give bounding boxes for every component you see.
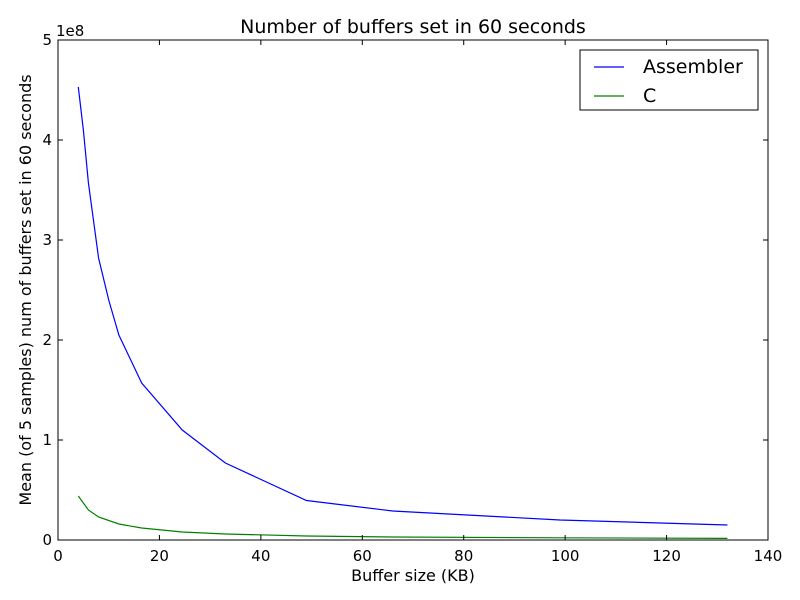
y-axis-label: Mean (of 5 samples) num of buffers set i… <box>16 74 35 505</box>
x-tick-label: 60 <box>353 547 372 565</box>
legend: Assembler C <box>579 49 759 111</box>
y-axis-offset-text: 1e8 <box>56 22 84 40</box>
plot-background <box>58 40 768 540</box>
chart-title: Number of buffers set in 60 seconds <box>240 16 586 38</box>
x-axis-label: Buffer size (KB) <box>351 566 475 585</box>
y-tick-label: 4 <box>42 131 52 149</box>
y-tick-label: 0 <box>42 531 52 549</box>
legend-label-c: C <box>643 85 656 107</box>
legend-label-assembler: Assembler <box>643 56 743 78</box>
plot-frame <box>57 39 769 541</box>
y-tick-label: 2 <box>42 331 52 349</box>
y-tick-label: 1 <box>42 431 52 449</box>
x-tick-label: 20 <box>150 547 169 565</box>
x-tick-label: 80 <box>454 547 473 565</box>
y-tick-label: 5 <box>42 31 52 49</box>
x-tick-label: 40 <box>251 547 270 565</box>
series-line-assembler <box>77 86 728 526</box>
legend-frame <box>579 49 759 111</box>
series-layer <box>77 86 728 540</box>
x-tick-label: 100 <box>551 547 580 565</box>
x-tick-label: 0 <box>53 547 63 565</box>
tick-layer: 0 20 40 60 80 100 120 140 0 1 2 3 4 5 <box>42 31 782 565</box>
y-tick-label: 3 <box>42 231 52 249</box>
x-tick-label: 120 <box>652 547 681 565</box>
series-line-c <box>77 495 728 540</box>
x-tick-label: 140 <box>754 547 783 565</box>
